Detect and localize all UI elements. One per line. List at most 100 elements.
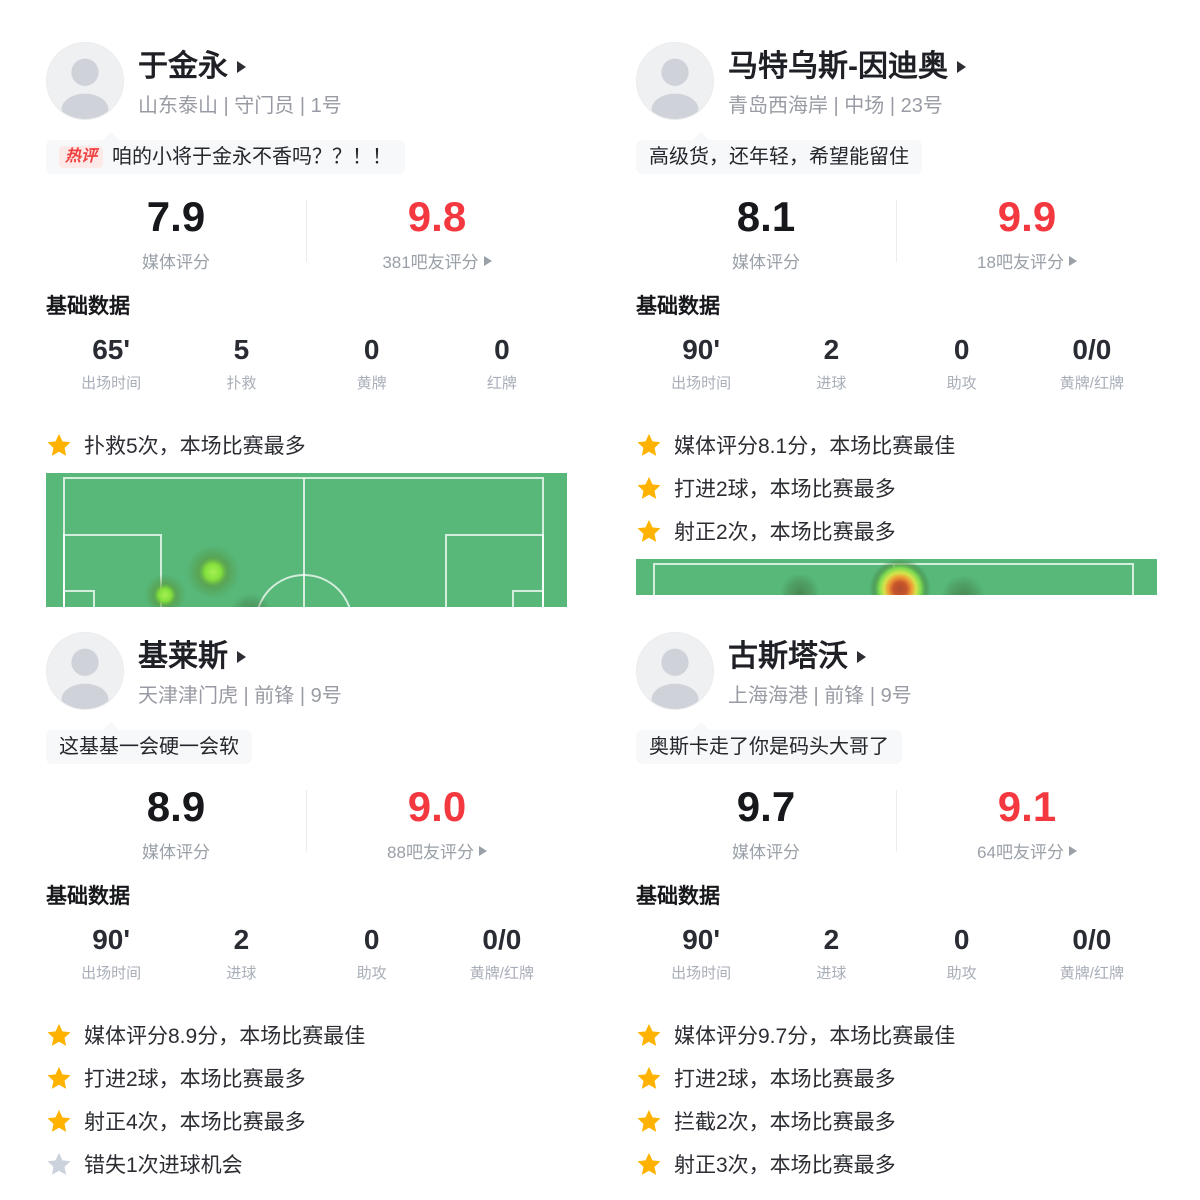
star-gold-icon (47, 433, 71, 456)
heat-spots (780, 559, 985, 595)
stat-item: 90' 出场时间 (46, 924, 176, 983)
avatar-placeholder-icon (47, 633, 123, 709)
stat-value: 2 (823, 334, 840, 365)
section-title-basic-data: 基础数据 (636, 885, 720, 908)
stat-value: 0/0 (1072, 334, 1112, 365)
highlight-text: 媒体评分8.9分，本场比赛最佳 (84, 1025, 366, 1048)
highlights-list: 扑救5次，本场比赛最多 (46, 430, 567, 460)
highlight-row: 打进2球，本场比赛最多 (46, 1063, 567, 1093)
fan-score-label: 381吧友评分 (382, 253, 479, 272)
player-team-info: 上海海港 | 前锋 | 9号 (728, 685, 912, 707)
media-score-value: 8.1 (736, 193, 796, 240)
avatar[interactable] (46, 42, 124, 120)
stat-value: 2 (823, 924, 840, 955)
highlight-text: 射正2次，本场比赛最多 (674, 521, 896, 544)
basic-stats-row: 65' 出场时间 5 扑救 0 黄牌 0 红牌 (46, 334, 567, 393)
stat-label: 进球 (816, 965, 847, 982)
player-name[interactable]: 马特乌斯-因迪奥 (728, 50, 948, 83)
stat-item: 90' 出场时间 (636, 334, 766, 393)
stat-item: 90' 出场时间 (636, 924, 766, 983)
arrow-right-icon (483, 255, 492, 266)
fan-rating[interactable]: 9.0 88吧友评分 (307, 782, 567, 863)
highlight-row: 错失1次进球机会 (46, 1149, 567, 1179)
hot-comment-bubble[interactable]: 热评 咱的小将于金永不香吗？？！！ (46, 132, 406, 174)
fan-score-label: 88吧友评分 (387, 843, 474, 862)
stat-label: 出场时间 (671, 375, 732, 392)
star-gold-icon (47, 1109, 71, 1132)
stat-item: 0 助攻 (307, 924, 437, 983)
highlight-text: 错失1次进球机会 (84, 1154, 243, 1177)
star-gold-icon (637, 1152, 661, 1175)
hot-comment-bubble[interactable]: 奥斯卡走了你是码头大哥了 (636, 722, 902, 764)
highlight-row: 打进2球，本场比赛最多 (636, 473, 1157, 503)
player-name[interactable]: 基莱斯 (138, 640, 228, 673)
star-gold-icon (637, 1023, 661, 1046)
stat-value: 0 (363, 334, 380, 365)
highlight-row: 媒体评分8.1分，本场比赛最佳 (636, 430, 1157, 460)
chevron-right-icon (237, 61, 246, 73)
stat-value: 90' (682, 924, 721, 955)
stat-label: 出场时间 (81, 965, 142, 982)
heat-spot (144, 574, 186, 607)
avatar-placeholder-icon (637, 43, 713, 119)
section-title-basic-data: 基础数据 (46, 885, 130, 908)
highlight-row: 打进2球，本场比赛最多 (636, 1063, 1157, 1093)
player-header[interactable]: 基莱斯 天津津门虎 | 前锋 | 9号 (46, 632, 342, 710)
stat-label: 助攻 (356, 965, 387, 982)
fan-rating[interactable]: 9.8 381吧友评分 (307, 192, 567, 273)
position-heatmap (636, 559, 1157, 595)
heat-spots (144, 545, 272, 607)
arrow-right-icon (1068, 845, 1077, 856)
star-gold-icon (47, 1023, 71, 1046)
avatar[interactable] (636, 42, 714, 120)
highlight-row: 射正4次，本场比赛最多 (46, 1106, 567, 1136)
stat-item: 0/0 黄牌/红牌 (1027, 924, 1157, 983)
stat-item: 0 助攻 (897, 334, 1027, 393)
avatar[interactable] (636, 632, 714, 710)
stat-value: 5 (233, 334, 250, 365)
fan-score-value: 9.9 (997, 193, 1057, 240)
stat-label: 扑救 (226, 375, 257, 392)
hot-comment-text: 这基基一会硬一会软 (59, 736, 239, 758)
stat-item: 0 黄牌 (307, 334, 437, 393)
player-team-info: 天津津门虎 | 前锋 | 9号 (138, 685, 342, 707)
player-card: 基莱斯 天津津门虎 | 前锋 | 9号 这基基一会硬一会软 8.9 媒体评分 9… (46, 632, 567, 1200)
stat-item: 0/0 黄牌/红牌 (437, 924, 567, 983)
section-title-basic-data: 基础数据 (636, 295, 720, 318)
highlight-row: 射正2次，本场比赛最多 (636, 516, 1157, 546)
player-header[interactable]: 古斯塔沃 上海海港 | 前锋 | 9号 (636, 632, 912, 710)
stat-value: 65' (92, 334, 131, 365)
player-name[interactable]: 古斯塔沃 (728, 640, 848, 673)
highlight-text: 扑救5次，本场比赛最多 (84, 435, 306, 458)
divider (306, 790, 307, 852)
stat-item: 0/0 黄牌/红牌 (1027, 334, 1157, 393)
media-rating: 8.1 媒体评分 (636, 192, 896, 273)
player-header[interactable]: 于金永 山东泰山 | 守门员 | 1号 (46, 42, 342, 120)
star-gold-icon (637, 433, 661, 456)
fan-score-value: 9.1 (997, 783, 1057, 830)
fan-rating[interactable]: 9.1 64吧友评分 (897, 782, 1157, 863)
stat-label: 黄牌/红牌 (1059, 375, 1124, 392)
divider (896, 200, 897, 262)
stat-item: 2 进球 (176, 924, 306, 983)
stat-label: 出场时间 (81, 375, 142, 392)
media-score-value: 9.7 (736, 783, 796, 830)
fan-rating[interactable]: 9.9 18吧友评分 (897, 192, 1157, 273)
stat-label: 助攻 (946, 375, 977, 392)
stat-label: 黄牌 (356, 375, 387, 392)
media-score-value: 8.9 (146, 783, 206, 830)
fan-score-label: 18吧友评分 (977, 253, 1064, 272)
highlight-text: 媒体评分8.1分，本场比赛最佳 (674, 435, 956, 458)
star-gold-icon (637, 1066, 661, 1089)
stat-item: 5 扑救 (176, 334, 306, 393)
hot-comment-bubble[interactable]: 这基基一会硬一会软 (46, 722, 252, 764)
player-name[interactable]: 于金永 (138, 50, 228, 83)
hot-comment-bubble[interactable]: 高级货，还年轻，希望能留住 (636, 132, 922, 174)
hot-badge: 热评 (59, 146, 104, 168)
pitch-lines (63, 477, 544, 607)
player-header[interactable]: 马特乌斯-因迪奥 青岛西海岸 | 中场 | 23号 (636, 42, 966, 120)
basic-stats-row: 90' 出场时间 2 进球 0 助攻 0/0 黄牌/红牌 (636, 924, 1157, 983)
media-score-label: 媒体评分 (732, 843, 800, 862)
highlights-list: 媒体评分8.1分，本场比赛最佳打进2球，本场比赛最多射正2次，本场比赛最多 (636, 430, 1157, 546)
avatar[interactable] (46, 632, 124, 710)
